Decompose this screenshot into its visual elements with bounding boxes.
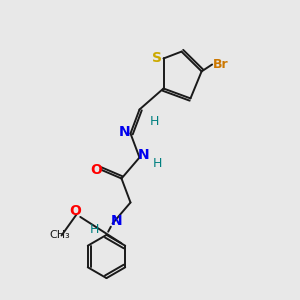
Text: H: H xyxy=(150,115,159,128)
Text: S: S xyxy=(152,52,162,65)
Text: O: O xyxy=(69,204,81,218)
Text: H: H xyxy=(153,157,162,170)
Text: N: N xyxy=(138,148,150,162)
Text: O: O xyxy=(90,163,102,176)
Text: Br: Br xyxy=(213,58,228,71)
Text: H: H xyxy=(90,223,99,236)
Text: N: N xyxy=(110,214,122,228)
Text: CH₃: CH₃ xyxy=(50,230,70,241)
Text: N: N xyxy=(119,125,130,139)
